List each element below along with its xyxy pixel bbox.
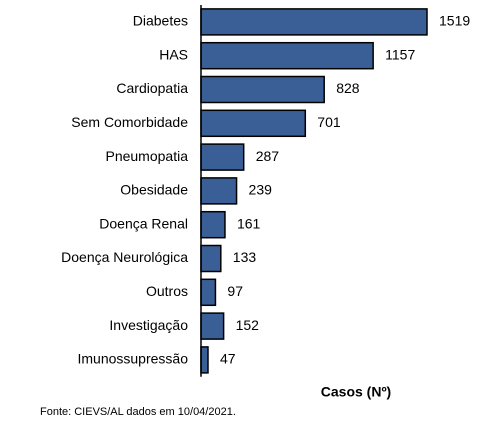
value-label: 97 — [227, 283, 243, 299]
bar — [200, 210, 226, 239]
bar — [200, 109, 307, 138]
bar — [200, 143, 245, 171]
y-tick-label: Obesidade — [120, 182, 188, 198]
value-label: 239 — [249, 182, 273, 198]
bar — [200, 244, 222, 273]
bar — [200, 8, 428, 36]
source-note: Fonte: CIEVS/AL dados em 10/04/2021. — [40, 406, 236, 418]
bar — [200, 346, 209, 374]
value-label: 133 — [233, 249, 257, 265]
value-label: 1519 — [439, 13, 470, 29]
value-label: 47 — [220, 351, 236, 367]
bar — [200, 177, 238, 205]
x-axis-label: Casos (Nº) — [321, 384, 391, 400]
y-tick-label: HAS — [159, 46, 188, 62]
bar — [200, 278, 217, 307]
y-tick-label: Outros — [146, 283, 188, 299]
y-tick-label: Doença Neurológica — [61, 249, 188, 265]
y-tick-label: Cardiopatia — [116, 80, 188, 96]
y-tick-label: Diabetes — [133, 13, 188, 29]
bar — [200, 312, 225, 340]
y-tick-label: Sem Comorbidade — [71, 114, 188, 130]
y-tick-label: Doença Renal — [99, 215, 188, 231]
value-label: 1157 — [385, 46, 415, 62]
y-tick-label: Imunossupressão — [77, 351, 188, 367]
bar — [200, 75, 325, 104]
value-label: 152 — [236, 317, 260, 333]
value-label: 287 — [256, 148, 280, 164]
y-tick-label: Investigação — [109, 317, 188, 333]
value-label: 161 — [237, 215, 261, 231]
value-label: 701 — [317, 114, 341, 130]
y-tick-label: Pneumopatia — [105, 148, 188, 164]
value-label: 828 — [336, 80, 360, 96]
bar — [200, 41, 374, 70]
